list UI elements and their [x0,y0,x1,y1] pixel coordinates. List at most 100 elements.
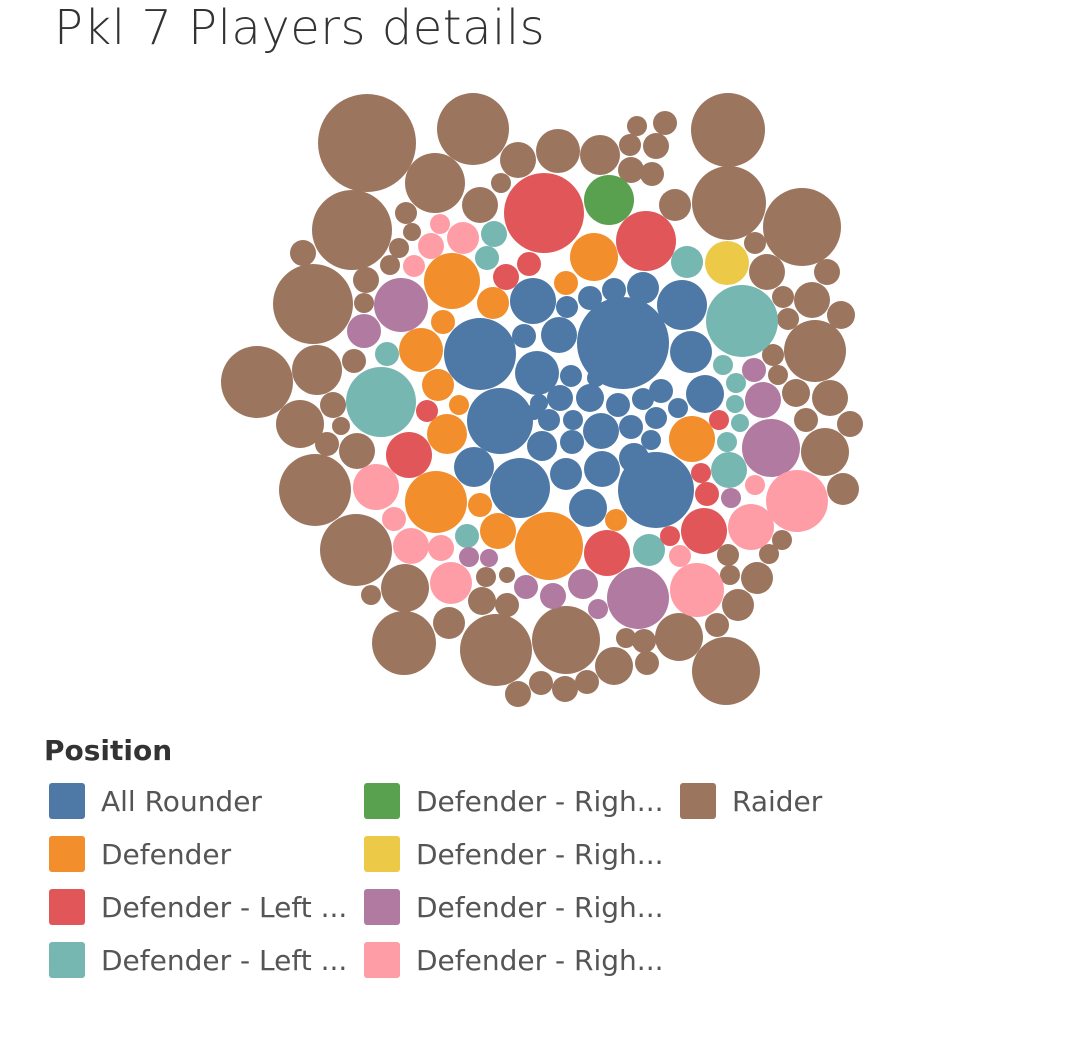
bubble[interactable] [569,489,607,527]
bubble[interactable] [801,428,849,476]
legend-item[interactable]: Defender [49,834,231,874]
bubble[interactable] [742,419,800,477]
bubble[interactable] [431,310,455,334]
bubble[interactable] [713,355,733,375]
bubble[interactable] [290,240,316,266]
bubble[interactable] [709,410,729,430]
bubble[interactable] [386,432,432,478]
bubble[interactable] [403,223,421,241]
bubble[interactable] [540,583,566,609]
bubble[interactable] [602,368,618,384]
bubble[interactable] [504,173,584,253]
bubble[interactable] [455,524,479,548]
legend-item[interactable]: Defender - Left ... [49,887,347,927]
bubble[interactable] [777,308,799,330]
bubble[interactable] [467,388,533,454]
bubble[interactable] [827,473,859,505]
bubble[interactable] [477,287,509,319]
bubble[interactable] [745,382,781,418]
bubble[interactable] [766,470,828,532]
bubble[interactable] [691,93,765,167]
bubble[interactable] [416,400,438,422]
bubble[interactable] [632,388,654,410]
bubble[interactable] [353,267,379,293]
bubble[interactable] [447,222,479,254]
bubble[interactable] [560,365,582,387]
bubble[interactable] [491,173,511,193]
bubble[interactable] [705,613,729,637]
bubble[interactable] [619,443,649,473]
bubble[interactable] [510,278,556,324]
bubble[interactable] [726,395,744,413]
bubble[interactable] [347,314,381,348]
bubble[interactable] [607,567,669,629]
bubble[interactable] [657,280,707,330]
bubble[interactable] [762,344,784,366]
bubble[interactable] [731,414,749,432]
bubble[interactable] [837,411,863,437]
bubble[interactable] [641,430,661,450]
bubble[interactable] [454,447,494,487]
bubble[interactable] [576,384,604,412]
bubble[interactable] [606,393,630,417]
bubble[interactable] [475,246,499,270]
bubble[interactable] [580,135,620,175]
bubble[interactable] [587,369,605,387]
bubble[interactable] [430,562,472,604]
bubble[interactable] [812,380,848,416]
legend-item[interactable]: Defender - Righ... [364,781,664,821]
bubble[interactable] [444,318,516,390]
bubble[interactable] [669,545,691,567]
bubble[interactable] [427,414,467,454]
bubble[interactable] [339,433,375,469]
bubble[interactable] [449,395,469,415]
bubble[interactable] [653,111,677,135]
legend-item[interactable]: Raider [680,781,822,821]
bubble[interactable] [480,549,498,567]
bubble[interactable] [616,628,636,648]
bubble[interactable] [515,351,559,395]
bubble[interactable] [375,342,399,366]
bubble[interactable] [619,415,643,439]
bubble[interactable] [602,278,626,302]
bubble[interactable] [374,278,428,332]
bubble[interactable] [595,647,633,685]
bubble[interactable] [745,475,765,495]
bubble[interactable] [659,189,691,221]
bubble[interactable] [556,296,578,318]
bubble[interactable] [640,162,664,186]
bubble[interactable] [389,238,409,258]
bubble[interactable] [645,407,667,429]
bubble[interactable] [405,153,465,213]
bubble[interactable] [538,409,560,431]
legend-item[interactable]: Defender - Righ... [364,834,664,874]
bubble[interactable] [759,544,779,564]
bubble[interactable] [342,349,366,373]
bubble[interactable] [588,599,608,619]
bubble[interactable] [711,452,747,488]
bubble[interactable] [526,404,542,420]
bubble[interactable] [635,651,659,675]
bubble[interactable] [273,264,353,344]
bubble[interactable] [418,233,444,259]
bubble[interactable] [372,611,436,675]
bubble[interactable] [428,535,454,561]
bubble[interactable] [584,175,634,225]
bubble[interactable] [570,233,618,281]
bubble[interactable] [619,134,641,156]
bubble[interactable] [720,565,740,585]
bubble[interactable] [476,567,496,587]
bubble[interactable] [529,671,553,695]
bubble[interactable] [668,398,688,418]
bubble[interactable] [692,166,766,240]
bubble[interactable] [527,431,557,461]
bubble[interactable] [669,416,715,462]
bubble[interactable] [749,254,785,290]
bubble[interactable] [575,670,599,694]
bubble[interactable] [691,463,711,483]
bubble[interactable] [627,116,647,136]
bubble[interactable] [332,417,350,435]
bubble[interactable] [468,587,496,615]
bubble[interactable] [577,297,669,389]
bubble[interactable] [320,392,346,418]
